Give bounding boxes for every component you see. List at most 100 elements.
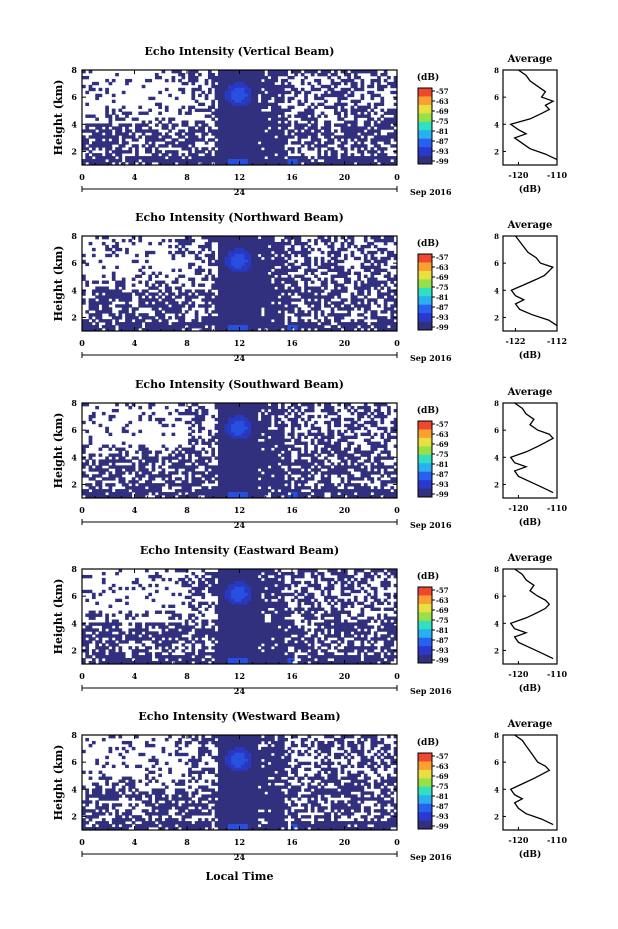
heatmap-cell xyxy=(247,319,252,323)
heatmap-cell xyxy=(387,117,391,121)
heatmap-cell xyxy=(280,429,285,434)
heatmap-cell xyxy=(254,325,259,329)
heatmap-cell xyxy=(261,420,265,425)
heatmap-cell xyxy=(151,325,156,329)
heatmap-cell xyxy=(327,319,332,323)
heatmap-cell xyxy=(247,403,252,407)
heatmap-cell xyxy=(353,256,358,261)
heatmap-cell xyxy=(85,138,90,142)
heatmap-cell xyxy=(347,277,351,281)
heatmap-cell xyxy=(227,96,232,101)
heatmap-cell xyxy=(377,84,381,89)
x-tick-label: 8 xyxy=(184,338,190,348)
heatmap-cell xyxy=(214,259,219,264)
heatmap-cell xyxy=(360,108,365,112)
y-tick-label: 8 xyxy=(71,65,77,75)
heatmap-cell xyxy=(350,108,355,112)
heatmap-cell xyxy=(214,307,219,311)
heatmap-cell xyxy=(277,447,282,451)
heatmap-cell xyxy=(254,274,259,278)
panel-title: Echo Intensity (Southward Beam) xyxy=(135,378,344,391)
heatmap-cell xyxy=(227,408,232,413)
heatmap-cell xyxy=(290,408,295,413)
heatmap-cell xyxy=(327,156,332,160)
heatmap-cell xyxy=(287,256,292,261)
heatmap-cell xyxy=(264,250,269,255)
heatmap-cell xyxy=(317,129,322,133)
heatmap-cell xyxy=(267,111,272,115)
heatmap-cell xyxy=(221,70,225,74)
heatmap-cell xyxy=(314,129,318,133)
heatmap-cell xyxy=(224,259,229,264)
heatmap-cell xyxy=(343,322,348,326)
heatmap-cell xyxy=(257,444,262,448)
heatmap-cell xyxy=(310,84,315,89)
heatmap-cell xyxy=(227,432,232,437)
heatmap-cell xyxy=(357,147,361,151)
heatmap-cell xyxy=(350,319,355,323)
heatmap-cell xyxy=(214,159,219,163)
heatmap-cell xyxy=(118,480,123,484)
heatmap-cell xyxy=(277,241,282,246)
heatmap-cell xyxy=(337,253,342,258)
heatmap-cell xyxy=(284,126,288,130)
heatmap-cell xyxy=(164,405,169,410)
heatmap-cell xyxy=(347,304,351,308)
heatmap-cell xyxy=(267,147,272,151)
date-label: Sep 2016 xyxy=(410,353,452,363)
heatmap-cell xyxy=(377,117,381,121)
heatmap-cell xyxy=(300,274,305,278)
heatmap-cell xyxy=(280,322,285,326)
heatmap-cell xyxy=(257,307,262,311)
heatmap-cell xyxy=(125,328,129,332)
heatmap-cell xyxy=(393,84,398,89)
heatmap-cell xyxy=(184,450,189,454)
heatmap-cell xyxy=(204,310,209,314)
heatmap-cell xyxy=(234,105,239,109)
heatmap-cell xyxy=(314,93,318,98)
heatmap-cell xyxy=(257,105,262,109)
heatmap-cell xyxy=(184,156,189,160)
heatmap-cell xyxy=(241,102,245,107)
heatmap-cell xyxy=(227,265,232,270)
heatmap-cell xyxy=(247,87,252,92)
heatmap-cell xyxy=(191,144,196,148)
heatmap-cell xyxy=(310,72,315,77)
heatmap-cell xyxy=(108,453,113,457)
heatmap-cell xyxy=(221,441,225,445)
heatmap-cell xyxy=(304,159,308,163)
heatmap-cell xyxy=(224,307,229,311)
heatmap-cell xyxy=(377,102,381,107)
heatmap-cell xyxy=(141,465,146,469)
heatmap-cell xyxy=(224,489,229,493)
heatmap-cell xyxy=(297,435,302,440)
heatmap-cell xyxy=(224,405,229,410)
heatmap-cell xyxy=(390,253,395,258)
heatmap-cell xyxy=(214,93,219,98)
heatmap-cell xyxy=(251,87,255,92)
heatmap-cell xyxy=(284,268,288,273)
heatmap-cell xyxy=(194,465,199,469)
heatmap-cell xyxy=(191,438,196,442)
heatmap-cell xyxy=(168,93,172,98)
heatmap-cell xyxy=(304,289,308,293)
x-tick-label: 0 xyxy=(79,172,85,182)
heatmap-cell xyxy=(337,319,342,323)
heatmap-cell xyxy=(91,319,96,323)
heatmap-cell xyxy=(145,138,149,142)
heatmap-cell xyxy=(353,120,358,124)
heatmap-cell xyxy=(257,456,262,460)
heatmap-cell xyxy=(154,150,159,154)
profile-frame xyxy=(502,235,558,332)
heatmap-cell xyxy=(367,265,371,270)
heatmap-cell xyxy=(387,274,391,278)
heatmap-cell xyxy=(237,292,242,296)
heatmap-cell xyxy=(267,162,272,166)
heatmap-cell xyxy=(393,81,398,86)
heatmap-cell xyxy=(95,286,99,290)
heatmap-cell xyxy=(251,72,255,77)
heatmap-cell xyxy=(181,301,186,305)
heatmap-cell xyxy=(151,298,156,302)
heatmap-cell xyxy=(310,268,315,273)
heatmap-cell xyxy=(367,150,371,154)
